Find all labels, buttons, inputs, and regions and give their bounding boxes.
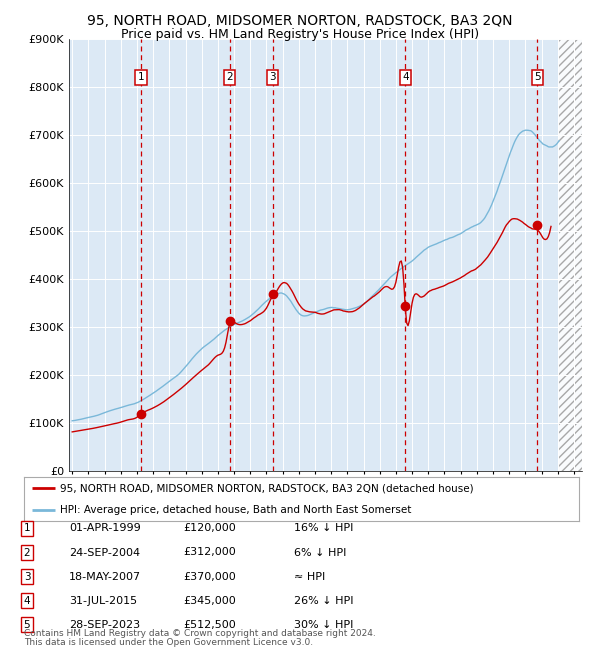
Text: 28-SEP-2023: 28-SEP-2023	[69, 619, 140, 630]
Text: £370,000: £370,000	[183, 571, 236, 582]
Text: Price paid vs. HM Land Registry's House Price Index (HPI): Price paid vs. HM Land Registry's House …	[121, 28, 479, 41]
Text: 16% ↓ HPI: 16% ↓ HPI	[294, 523, 353, 534]
Text: 6% ↓ HPI: 6% ↓ HPI	[294, 547, 346, 558]
Text: £120,000: £120,000	[183, 523, 236, 534]
Bar	[558, 39, 582, 471]
Text: This data is licensed under the Open Government Licence v3.0.: This data is licensed under the Open Gov…	[24, 638, 313, 647]
Text: 3: 3	[23, 571, 31, 582]
Text: Contains HM Land Registry data © Crown copyright and database right 2024.: Contains HM Land Registry data © Crown c…	[24, 629, 376, 638]
Text: 2: 2	[23, 547, 31, 558]
Text: 95, NORTH ROAD, MIDSOMER NORTON, RADSTOCK, BA3 2QN (detached house): 95, NORTH ROAD, MIDSOMER NORTON, RADSTOC…	[60, 483, 474, 493]
Text: 30% ↓ HPI: 30% ↓ HPI	[294, 619, 353, 630]
Text: 5: 5	[534, 72, 541, 83]
Text: £512,500: £512,500	[183, 619, 236, 630]
Text: 18-MAY-2007: 18-MAY-2007	[69, 571, 141, 582]
Text: 31-JUL-2015: 31-JUL-2015	[69, 595, 137, 606]
Text: 3: 3	[269, 72, 276, 83]
Text: HPI: Average price, detached house, Bath and North East Somerset: HPI: Average price, detached house, Bath…	[60, 505, 412, 515]
Text: 95, NORTH ROAD, MIDSOMER NORTON, RADSTOCK, BA3 2QN: 95, NORTH ROAD, MIDSOMER NORTON, RADSTOC…	[87, 14, 513, 29]
Text: 26% ↓ HPI: 26% ↓ HPI	[294, 595, 353, 606]
Text: 24-SEP-2004: 24-SEP-2004	[69, 547, 140, 558]
Text: 2: 2	[226, 72, 233, 83]
Text: £345,000: £345,000	[183, 595, 236, 606]
Text: 4: 4	[23, 595, 31, 606]
Text: 5: 5	[23, 619, 31, 630]
Text: £312,000: £312,000	[183, 547, 236, 558]
Text: 1: 1	[138, 72, 145, 83]
Text: ≈ HPI: ≈ HPI	[294, 571, 325, 582]
Text: 1: 1	[23, 523, 31, 534]
Text: 01-APR-1999: 01-APR-1999	[69, 523, 141, 534]
Text: 4: 4	[402, 72, 409, 83]
